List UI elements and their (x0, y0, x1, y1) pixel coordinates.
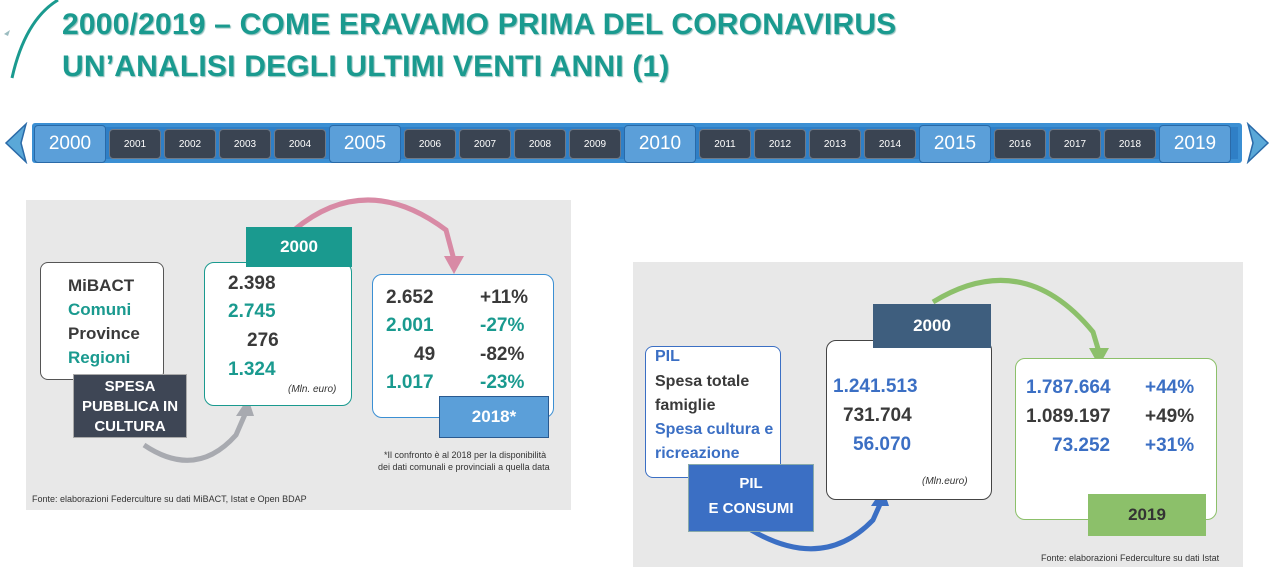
timeline-year-2018[interactable]: 2018 (1104, 129, 1156, 159)
timeline-year-2003[interactable]: 2003 (219, 129, 271, 159)
right-start-value-cultura: 56.070 (853, 434, 912, 455)
left-source: Fonte: elaborazioni Federculture su dati… (32, 494, 307, 504)
timeline-right-arrow-icon[interactable] (1246, 122, 1270, 164)
left-categories-box (40, 262, 164, 380)
left-category-mibact: MiBACT (68, 276, 135, 295)
timeline-year-2000[interactable]: 2000 (34, 125, 106, 163)
right-end-year: 2019 (1088, 494, 1206, 536)
left-end-box (372, 274, 554, 418)
timeline-year-2006[interactable]: 2006 (404, 129, 456, 159)
timeline-left-arrow-icon[interactable] (2, 122, 28, 164)
right-start-value-famiglie: 731.704 (843, 405, 912, 426)
timeline-year-2019[interactable]: 2019 (1159, 125, 1231, 163)
timeline-year-2008[interactable]: 2008 (514, 129, 566, 159)
left-category-regioni: Regioni (68, 348, 131, 367)
timeline-year-2016[interactable]: 2016 (994, 129, 1046, 159)
timeline-year-2014[interactable]: 2014 (864, 129, 916, 159)
left-end-value-mibact: 2.652 (386, 287, 434, 308)
right-section-label-line1: PIL (739, 475, 763, 492)
left-start-value-comuni: 2.745 (228, 301, 276, 322)
left-start-value-province: 276 (247, 330, 279, 351)
left-start-value-mibact: 2.398 (228, 273, 276, 294)
timeline-year-2017[interactable]: 2017 (1049, 129, 1101, 159)
left-change-province: -82% (480, 344, 525, 365)
timeline-year-2004[interactable]: 2004 (274, 129, 326, 159)
left-footnote-line1: *Il confronto è al 2018 per la disponibi… (384, 450, 547, 460)
right-unit: (Mln.euro) (922, 476, 968, 487)
timeline-year-2010[interactable]: 2010 (624, 125, 696, 163)
left-change-mibact: +11% (480, 287, 529, 308)
right-category-ricreazione: ricreazione (655, 445, 740, 462)
left-footnote-line2: dei dati comunali e provinciali a quella… (378, 462, 550, 472)
left-start-value-regioni: 1.324 (228, 359, 276, 380)
timeline-year-2012[interactable]: 2012 (754, 129, 806, 159)
left-category-province: Province (68, 324, 140, 343)
timeline-year-2005[interactable]: 2005 (329, 125, 401, 163)
page-title: 2000/2019 – COME ERAVAMO PRIMA DEL CORON… (62, 8, 897, 41)
left-category-comuni: Comuni (68, 300, 132, 319)
right-change-famiglie: +49% (1145, 406, 1195, 427)
right-end-value-pil: 1.787.664 (1026, 377, 1111, 398)
right-category-pil: PIL (655, 348, 680, 365)
left-end-value-province: 49 (414, 344, 436, 365)
right-source: Fonte: elaborazioni Federculture su dati… (1041, 553, 1220, 563)
right-categories-box (645, 346, 781, 478)
right-start-year: 2000 (873, 304, 991, 348)
timeline-year-2002[interactable]: 2002 (164, 129, 216, 159)
left-start-box (204, 262, 352, 406)
right-section-label: PIL E CONSUMI (688, 464, 814, 532)
left-section-label: SPESA PUBBLICA IN CULTURA (73, 374, 187, 438)
right-category-famiglie: famiglie (655, 397, 716, 414)
right-change-cultura: +31% (1145, 435, 1195, 456)
right-start-value-pil: 1.241.513 (833, 376, 918, 397)
timeline-year-2007[interactable]: 2007 (459, 129, 511, 159)
left-end-year: 2018* (439, 396, 549, 438)
left-end-value-regioni: 1.017 (386, 372, 434, 393)
page-subtitle: UN’ANALISI DEGLI ULTIMI VENTI ANNI (1) (62, 50, 670, 83)
right-end-value-famiglie: 1.089.197 (1026, 406, 1111, 427)
right-category-spesa-totale: Spesa totale (655, 373, 750, 390)
left-start-year: 2000 (246, 227, 352, 267)
left-end-value-comuni: 2.001 (386, 315, 434, 336)
right-start-box (826, 340, 992, 500)
timeline-year-2009[interactable]: 2009 (569, 129, 621, 159)
timeline-year-2013[interactable]: 2013 (809, 129, 861, 159)
left-change-comuni: -27% (480, 315, 525, 336)
right-end-value-cultura: 73.252 (1052, 435, 1111, 456)
right-section-label-line2: E CONSUMI (708, 500, 794, 517)
right-category-spesa-cultura: Spesa cultura e (655, 421, 774, 438)
timeline-year-2015[interactable]: 2015 (919, 125, 991, 163)
timeline-year-2011[interactable]: 2011 (699, 129, 751, 159)
left-change-regioni: -23% (480, 372, 525, 393)
left-unit: (Mln. euro) (288, 384, 337, 395)
corner-decoration (4, 0, 59, 79)
right-change-pil: +44% (1145, 377, 1195, 398)
timeline-year-2001[interactable]: 2001 (109, 129, 161, 159)
